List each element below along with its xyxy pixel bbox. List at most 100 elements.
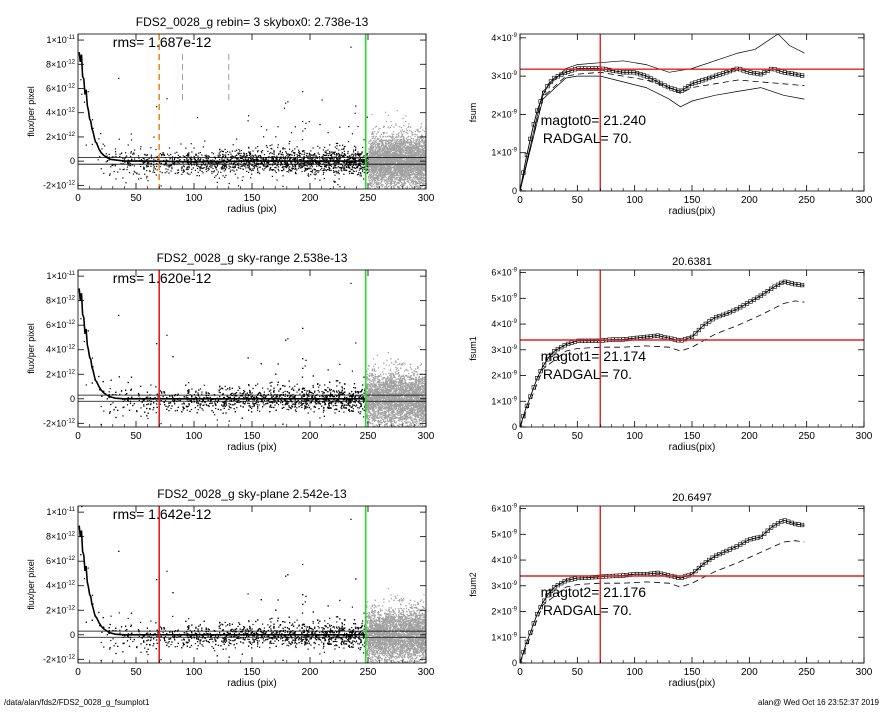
scatter-point — [324, 178, 325, 179]
scatter-point — [222, 166, 223, 167]
scatter-point — [129, 172, 130, 173]
scatter-point — [182, 162, 183, 163]
scatter-point — [263, 159, 264, 160]
scatter-point — [199, 160, 200, 161]
scatter-point — [245, 167, 246, 168]
scatter-point — [149, 158, 150, 159]
scatter-point — [405, 153, 406, 154]
scatter-point — [92, 119, 93, 120]
scatter-point-grey — [408, 201, 409, 202]
scatter-point — [254, 167, 255, 168]
scatter-point — [417, 176, 418, 177]
scatter-point — [338, 150, 339, 151]
scatter-point — [270, 191, 271, 192]
scatter-point — [319, 124, 320, 125]
scatter-point — [406, 192, 407, 193]
scatter-point — [337, 154, 338, 155]
scatter-point — [423, 167, 424, 168]
scatter-point — [406, 129, 407, 130]
scatter-point-grey — [410, 144, 411, 145]
scatter-point — [355, 113, 356, 114]
scatter-point-grey — [390, 185, 391, 186]
scatter-point-grey — [416, 154, 417, 155]
scatter-point — [313, 155, 314, 156]
scatter-point — [387, 192, 388, 193]
scatter-point-grey — [410, 169, 411, 170]
scatter-point — [334, 163, 335, 164]
scatter-point-grey — [395, 185, 396, 186]
scatter-point-grey — [373, 147, 374, 148]
scatter-point — [238, 165, 239, 166]
scatter-point — [251, 174, 252, 175]
scatter-point — [323, 149, 324, 150]
scatter-point — [191, 143, 192, 144]
scatter-point — [302, 151, 303, 152]
scatter-point — [193, 167, 194, 168]
scatter-point — [413, 153, 414, 154]
scatter-point — [136, 172, 137, 173]
scatter-point — [386, 186, 387, 187]
scatter-point — [324, 155, 325, 156]
scatter-point-grey — [398, 145, 399, 146]
scatter-point — [398, 192, 399, 193]
scatter-point — [196, 165, 197, 166]
scatter-point — [125, 152, 126, 153]
scatter-point-grey — [382, 202, 383, 203]
scatter-point — [252, 150, 253, 151]
scatter-point — [391, 146, 392, 147]
scatter-point-grey — [369, 143, 370, 144]
scatter-point — [332, 153, 333, 154]
scatter-point — [335, 167, 336, 168]
scatter-point — [233, 167, 234, 168]
scatter-point — [319, 147, 320, 148]
scatter-point — [385, 195, 386, 196]
scatter-point — [248, 162, 249, 163]
scatter-point — [331, 170, 332, 171]
scatter-point — [407, 130, 408, 131]
scatter-point — [314, 169, 315, 170]
scatter-point — [423, 146, 424, 147]
scatter-point — [304, 154, 305, 155]
scatter-point-grey — [400, 139, 401, 140]
scatter-point — [221, 167, 222, 168]
scatter-point-grey — [380, 152, 381, 153]
scatter-point-grey — [401, 141, 402, 142]
scatter-point — [336, 167, 337, 168]
scatter-point — [280, 151, 281, 152]
scatter-point-grey — [387, 178, 388, 179]
scatter-point — [301, 154, 302, 155]
scatter-point-grey — [394, 171, 395, 172]
scatter-point — [144, 174, 145, 175]
scatter-point — [316, 173, 317, 174]
scatter-point-grey — [399, 177, 400, 178]
scatter-point — [147, 180, 148, 181]
scatter-point — [272, 165, 273, 166]
scatter-point — [423, 182, 424, 183]
scatter-point — [99, 156, 100, 157]
scatter-point — [427, 167, 428, 168]
scatter-point — [212, 159, 213, 160]
scatter-point — [130, 156, 131, 157]
scatter-point — [246, 171, 247, 172]
scatter-point — [273, 158, 274, 159]
scatter-point — [282, 175, 283, 176]
scatter-point — [385, 183, 386, 184]
scatter-point — [212, 165, 213, 166]
scatter-point — [388, 115, 389, 116]
scatter-point — [360, 166, 361, 167]
scatter-point — [354, 167, 355, 168]
scatter-point — [304, 158, 305, 159]
scatter-point — [407, 198, 408, 199]
scatter-point — [358, 174, 359, 175]
scatter-point-grey — [406, 155, 407, 156]
scatter-point — [344, 146, 345, 147]
scatter-point — [261, 152, 262, 153]
scatter-point — [262, 168, 263, 169]
scatter-point — [263, 165, 264, 166]
scatter-point-grey — [372, 171, 373, 172]
scatter-point — [302, 139, 303, 140]
scatter-point — [222, 168, 223, 169]
scatter-point — [156, 174, 157, 175]
scatter-point — [419, 190, 420, 191]
scatter-point — [201, 155, 202, 156]
